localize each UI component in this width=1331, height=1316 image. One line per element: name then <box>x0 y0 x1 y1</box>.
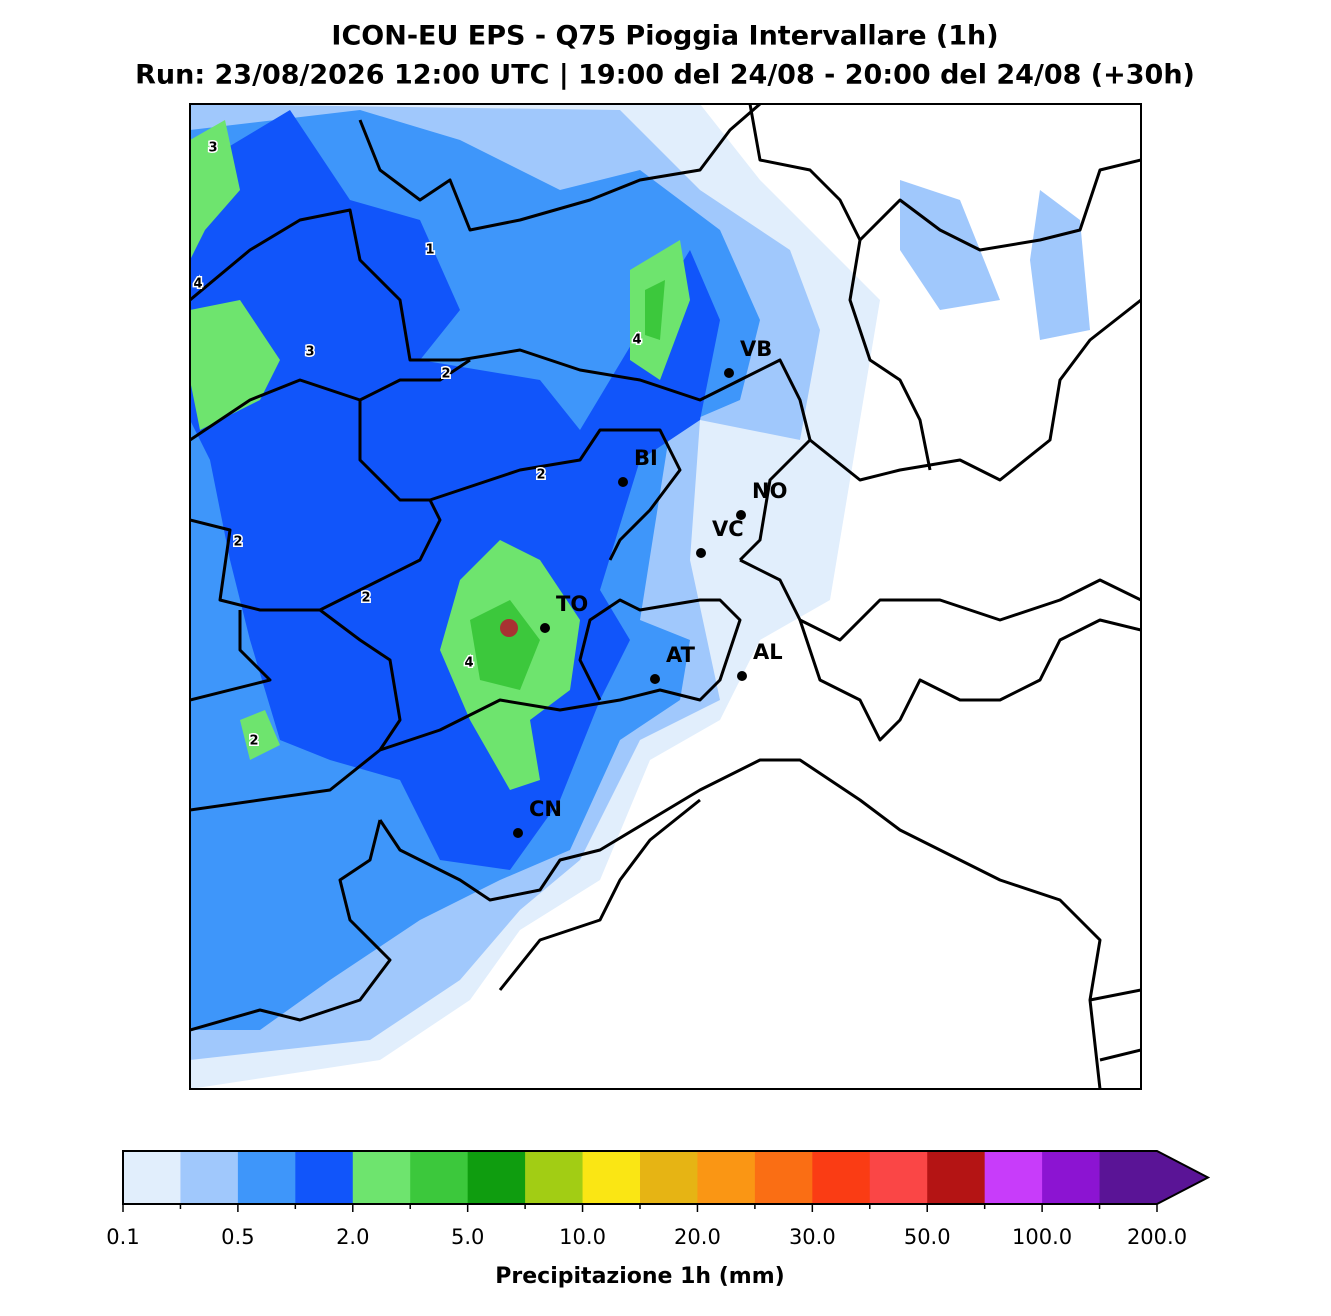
precip-area <box>190 110 720 870</box>
colorbar-tick-label: 50.0 <box>904 1225 951 1249</box>
colorbar-tick-label: 30.0 <box>789 1225 836 1249</box>
city-dot <box>540 623 550 633</box>
colorbar-outline <box>122 1150 1211 1205</box>
precip-area <box>190 120 690 790</box>
city-label: BI <box>634 446 658 470</box>
colorbar-swatch <box>697 1151 756 1204</box>
colorbar-swatch <box>984 1151 1043 1204</box>
contour-label: 2 <box>249 734 258 749</box>
colorbar-swatch <box>1099 1151 1158 1204</box>
contour-label: 4 <box>632 333 641 348</box>
city-dot <box>736 510 746 520</box>
city-label: CN <box>529 797 562 821</box>
city-label: VB <box>740 337 772 361</box>
contour-label: 2 <box>233 535 242 550</box>
colorbar-swatch <box>352 1151 411 1204</box>
contour-label: 2 <box>536 468 545 483</box>
colorbar-extension <box>1157 1151 1208 1204</box>
chart-subtitle: Run: 23/08/2026 12:00 UTC | 19:00 del 24… <box>135 60 1195 91</box>
colorbar-swatch <box>237 1151 296 1204</box>
contour-label: 2 <box>361 591 370 606</box>
colorbar-swatch <box>754 1151 813 1204</box>
colorbar-tick-label: 20.0 <box>674 1225 721 1249</box>
location-marker <box>500 619 518 637</box>
city-label: AT <box>666 643 696 667</box>
precip-area <box>900 180 1090 340</box>
city-label: AL <box>753 640 783 664</box>
contour-label: 3 <box>305 345 314 360</box>
colorbar-swatch <box>640 1151 698 1204</box>
city-dot <box>650 674 660 684</box>
colorbar-label: Precipitazione 1h (mm) <box>495 1264 784 1289</box>
colorbar-tick-label: 10.0 <box>559 1225 606 1249</box>
colorbar-swatch <box>295 1151 354 1204</box>
contour-label: 4 <box>464 656 473 671</box>
colorbar-swatch <box>582 1151 641 1204</box>
map-frame <box>189 103 1142 1090</box>
contour-label: 2 <box>441 367 450 382</box>
city-dot <box>724 368 734 378</box>
colorbar-tick-label: 0.1 <box>106 1225 139 1249</box>
colorbar-tick-label: 2.0 <box>336 1225 369 1249</box>
city-label: TO <box>556 592 588 616</box>
city-label: VC <box>712 517 744 541</box>
city-dot <box>696 548 706 558</box>
colorbar-swatch <box>812 1151 871 1204</box>
colorbar-swatch <box>927 1151 986 1204</box>
chart-title: ICON-EU EPS - Q75 Pioggia Intervallare (… <box>331 21 998 52</box>
colorbar-swatch <box>525 1151 584 1204</box>
contour-label: 4 <box>193 277 202 292</box>
colorbar-swatch <box>869 1151 928 1204</box>
city-dot <box>513 828 523 838</box>
colorbar-swatch <box>467 1151 526 1204</box>
contour-label: 3 <box>208 141 217 156</box>
city-label: NO <box>752 479 787 503</box>
colorbar-tick-label: 100.0 <box>1012 1225 1072 1249</box>
colorbar-tick-label: 200.0 <box>1127 1225 1187 1249</box>
city-dot <box>737 671 747 681</box>
colorbar-swatch <box>410 1151 469 1204</box>
colorbar-swatch <box>1042 1151 1101 1204</box>
map <box>190 104 1141 1089</box>
colorbar-tick-label: 0.5 <box>221 1225 254 1249</box>
colorbar-swatch <box>123 1151 181 1204</box>
colorbar-swatch <box>180 1151 239 1204</box>
city-dot <box>618 477 628 487</box>
colorbar-tick-label: 5.0 <box>451 1225 484 1249</box>
contour-label: 1 <box>425 243 434 258</box>
precip-area <box>470 280 665 690</box>
borders <box>190 104 1141 1089</box>
